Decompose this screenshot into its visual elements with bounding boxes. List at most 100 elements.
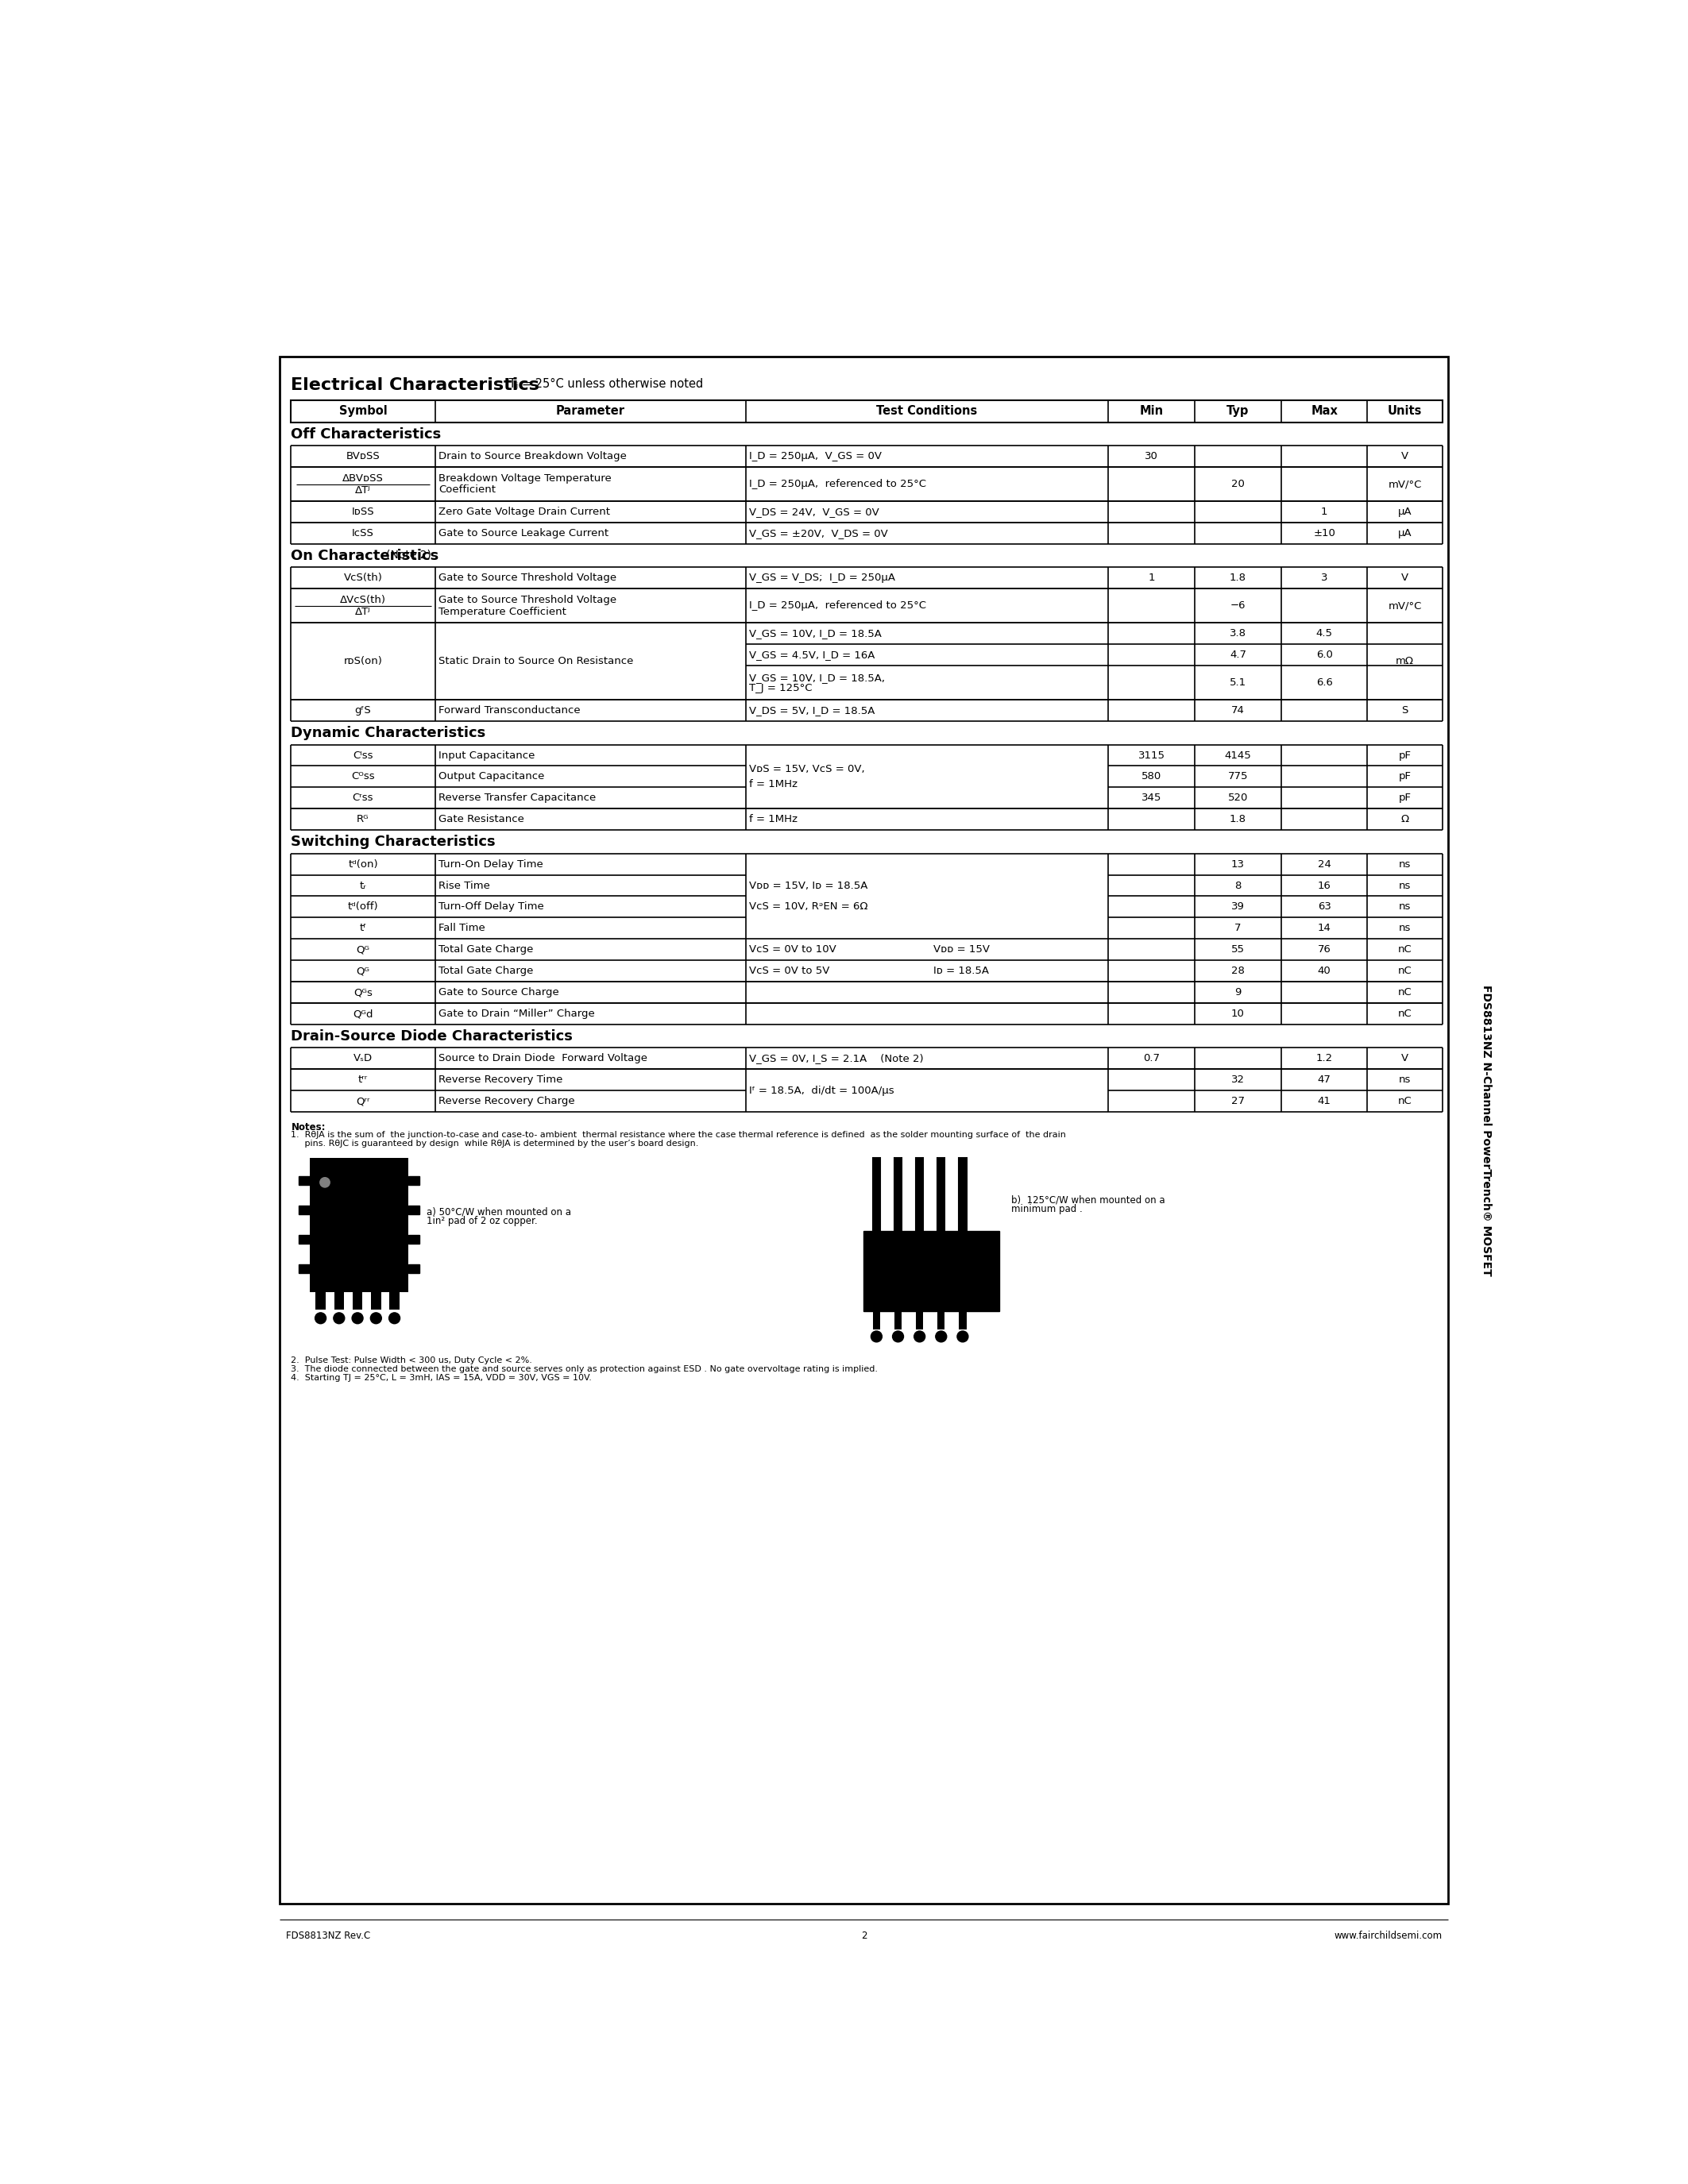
Text: Ω: Ω xyxy=(1401,815,1409,826)
Text: 27: 27 xyxy=(1231,1096,1244,1107)
Text: VᴄS = 10V, RᵊEN = 6Ω: VᴄS = 10V, RᵊEN = 6Ω xyxy=(749,902,868,911)
Text: 30: 30 xyxy=(1144,452,1158,461)
Text: FDS8813NZ N-Channel PowerTrench® MOSFET: FDS8813NZ N-Channel PowerTrench® MOSFET xyxy=(1480,985,1492,1275)
Text: 1in² pad of 2 oz copper.: 1in² pad of 2 oz copper. xyxy=(427,1216,537,1227)
Text: V_DS = 5V, I_D = 18.5A: V_DS = 5V, I_D = 18.5A xyxy=(749,705,876,716)
Text: f = 1MHz: f = 1MHz xyxy=(749,815,798,826)
Bar xyxy=(917,1158,923,1232)
Text: I_D = 250μA,  referenced to 25°C: I_D = 250μA, referenced to 25°C xyxy=(749,601,927,612)
Bar xyxy=(299,1265,309,1273)
Text: 8: 8 xyxy=(1234,880,1241,891)
Text: 0.7: 0.7 xyxy=(1143,1053,1160,1064)
Text: 13: 13 xyxy=(1231,858,1244,869)
Text: pF: pF xyxy=(1398,793,1411,804)
Text: 10: 10 xyxy=(1231,1009,1244,1020)
Text: Turn-On Delay Time: Turn-On Delay Time xyxy=(439,858,544,869)
Bar xyxy=(408,1177,419,1186)
Text: Typ: Typ xyxy=(1227,406,1249,417)
Text: ±10: ±10 xyxy=(1313,529,1335,539)
Bar xyxy=(290,400,1442,422)
Text: Notes:: Notes: xyxy=(290,1123,326,1131)
Bar xyxy=(895,1158,901,1232)
Text: Input Capacitance: Input Capacitance xyxy=(439,749,535,760)
Text: 40: 40 xyxy=(1318,965,1330,976)
Text: 39: 39 xyxy=(1231,902,1244,913)
Bar xyxy=(280,356,1448,1904)
Text: Cᴼss: Cᴼss xyxy=(351,771,375,782)
Text: Drain-Source Diode Characteristics: Drain-Source Diode Characteristics xyxy=(290,1029,572,1044)
Bar xyxy=(895,1310,901,1330)
Text: V: V xyxy=(1401,572,1408,583)
Text: BVᴅSS: BVᴅSS xyxy=(346,452,380,461)
Text: 24: 24 xyxy=(1318,858,1330,869)
Text: Coefficient: Coefficient xyxy=(439,485,496,496)
Text: VᴅS = 15V, VᴄS = 0V,: VᴅS = 15V, VᴄS = 0V, xyxy=(749,764,866,773)
Text: Static Drain to Source On Resistance: Static Drain to Source On Resistance xyxy=(439,655,633,666)
Text: 3: 3 xyxy=(1322,572,1328,583)
Bar xyxy=(334,1293,344,1310)
Text: mV/°C: mV/°C xyxy=(1388,478,1421,489)
Text: tᶠ: tᶠ xyxy=(360,924,366,933)
Text: V_GS = 10V, I_D = 18.5A: V_GS = 10V, I_D = 18.5A xyxy=(749,629,883,638)
Text: ns: ns xyxy=(1399,1075,1411,1085)
Text: Iᶠ = 18.5A,  di/dt = 100A/μs: Iᶠ = 18.5A, di/dt = 100A/μs xyxy=(749,1085,895,1096)
Text: ns: ns xyxy=(1399,880,1411,891)
Text: Qʳʳ: Qʳʳ xyxy=(356,1096,370,1107)
Text: 41: 41 xyxy=(1318,1096,1330,1107)
Bar xyxy=(390,1293,400,1310)
Text: 7: 7 xyxy=(1234,924,1241,933)
Text: 14: 14 xyxy=(1318,924,1330,933)
Text: V_GS = V_DS;  I_D = 250μA: V_GS = V_DS; I_D = 250μA xyxy=(749,572,896,583)
Text: T_J = 125°C: T_J = 125°C xyxy=(749,684,812,692)
Bar xyxy=(353,1293,363,1310)
Text: VᴄS = 0V to 5V: VᴄS = 0V to 5V xyxy=(749,965,830,976)
Bar xyxy=(873,1158,879,1232)
Text: 3115: 3115 xyxy=(1138,749,1165,760)
Text: nC: nC xyxy=(1398,987,1411,998)
Text: Tⱼ = 25°C unless otherwise noted: Tⱼ = 25°C unless otherwise noted xyxy=(505,378,704,391)
Text: Qᴳd: Qᴳd xyxy=(353,1009,373,1020)
Text: V: V xyxy=(1401,1053,1408,1064)
Text: V_GS = 4.5V, I_D = 16A: V_GS = 4.5V, I_D = 16A xyxy=(749,651,876,660)
Bar xyxy=(299,1234,309,1243)
Text: IᴄSS: IᴄSS xyxy=(351,529,375,539)
Bar xyxy=(937,1310,945,1330)
Text: Cʳss: Cʳss xyxy=(353,793,373,804)
Circle shape xyxy=(334,1313,344,1324)
Text: Source to Drain Diode  Forward Voltage: Source to Drain Diode Forward Voltage xyxy=(439,1053,648,1064)
Bar xyxy=(917,1310,923,1330)
Circle shape xyxy=(316,1313,326,1324)
Text: Gate to Source Threshold Voltage: Gate to Source Threshold Voltage xyxy=(439,594,616,605)
Text: Qᴳ: Qᴳ xyxy=(356,965,370,976)
Text: Dynamic Characteristics: Dynamic Characteristics xyxy=(290,727,486,740)
Text: rᴅS(on): rᴅS(on) xyxy=(344,655,383,666)
Text: 2.  Pulse Test: Pulse Width < 300 us, Duty Cycle < 2%.: 2. Pulse Test: Pulse Width < 300 us, Dut… xyxy=(290,1356,532,1365)
Text: tʳʳ: tʳʳ xyxy=(358,1075,368,1085)
Text: minimum pad .: minimum pad . xyxy=(1011,1203,1082,1214)
Circle shape xyxy=(935,1330,947,1341)
Text: nC: nC xyxy=(1398,1009,1411,1020)
Circle shape xyxy=(388,1313,400,1324)
Text: Gate to Source Charge: Gate to Source Charge xyxy=(439,987,559,998)
Text: μA: μA xyxy=(1398,507,1411,518)
Text: Breakdown Voltage Temperature: Breakdown Voltage Temperature xyxy=(439,474,611,483)
Text: V_DS = 24V,  V_GS = 0V: V_DS = 24V, V_GS = 0V xyxy=(749,507,879,518)
Text: 2: 2 xyxy=(861,1931,868,1942)
Circle shape xyxy=(957,1330,969,1341)
Text: FDS8813NZ Rev.C: FDS8813NZ Rev.C xyxy=(285,1931,370,1942)
Text: Gate to Source Threshold Voltage: Gate to Source Threshold Voltage xyxy=(439,572,616,583)
Bar xyxy=(408,1206,419,1214)
Text: Vᴅᴅ = 15V, Iᴅ = 18.5A: Vᴅᴅ = 15V, Iᴅ = 18.5A xyxy=(749,880,868,891)
Text: nC: nC xyxy=(1398,965,1411,976)
Bar xyxy=(959,1158,966,1232)
Text: Temperature Coefficient: Temperature Coefficient xyxy=(439,607,567,616)
Text: Rise Time: Rise Time xyxy=(439,880,490,891)
Text: Symbol: Symbol xyxy=(339,406,387,417)
Text: On Characteristics: On Characteristics xyxy=(290,548,439,563)
Circle shape xyxy=(353,1313,363,1324)
Text: (Note 2): (Note 2) xyxy=(387,550,432,561)
Text: 9: 9 xyxy=(1234,987,1241,998)
Text: Gate to Drain “Miller” Charge: Gate to Drain “Miller” Charge xyxy=(439,1009,594,1020)
Circle shape xyxy=(321,1177,329,1188)
Text: tᵈ(on): tᵈ(on) xyxy=(348,858,378,869)
